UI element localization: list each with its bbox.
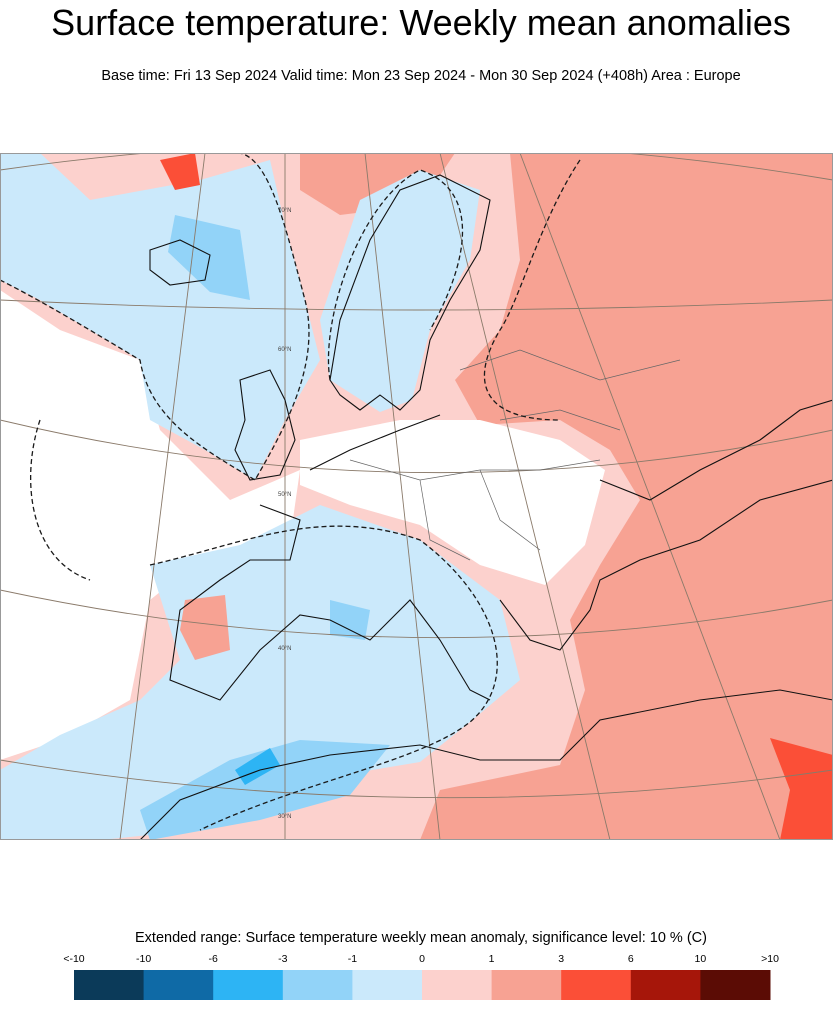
parallel bbox=[0, 299, 833, 311]
title: Surface temperature: Weekly mean anomali… bbox=[51, 2, 791, 43]
coastline bbox=[169, 414, 833, 701]
legend-label: 1 bbox=[489, 953, 495, 965]
neutral-region bbox=[300, 420, 605, 585]
warm-region bbox=[180, 595, 230, 660]
parallel bbox=[0, 419, 833, 474]
subtitle: Base time: Fri 13 Sep 2024 Valid time: M… bbox=[101, 68, 740, 84]
hot-region bbox=[160, 153, 200, 190]
latitude-label: 40°N bbox=[278, 646, 291, 652]
latitude-label: 50°N bbox=[278, 492, 291, 498]
legend-label: -6 bbox=[209, 953, 218, 965]
legend-label: >10 bbox=[761, 953, 779, 965]
warm-region bbox=[420, 153, 833, 840]
meridian bbox=[364, 153, 441, 840]
legend-caption: Extended range: Surface temperature week… bbox=[135, 930, 707, 946]
significance-contour bbox=[327, 169, 463, 381]
legend-label: 3 bbox=[558, 953, 564, 965]
legend-swatch bbox=[352, 970, 423, 1000]
parallel bbox=[0, 759, 833, 799]
coastline bbox=[329, 174, 491, 411]
latitude-label: 70°N bbox=[278, 208, 291, 214]
strong-cool-region bbox=[235, 748, 280, 785]
legend-label: -1 bbox=[348, 953, 357, 965]
legend-swatch bbox=[561, 970, 632, 1000]
border bbox=[349, 349, 681, 561]
significance-contour bbox=[483, 159, 581, 421]
legend-swatch bbox=[422, 970, 493, 1000]
meridian bbox=[439, 153, 611, 840]
legend-swatch bbox=[491, 970, 562, 1000]
moderate-cool-region bbox=[330, 600, 370, 640]
coastline bbox=[599, 399, 833, 501]
coastline bbox=[234, 369, 296, 481]
hot-region bbox=[770, 738, 833, 840]
legend-swatch bbox=[282, 970, 353, 1000]
legend-swatch bbox=[74, 970, 145, 1000]
meridian bbox=[519, 153, 781, 840]
significance-contour bbox=[30, 419, 91, 581]
significance-contour bbox=[0, 153, 310, 481]
latitude-label: 30°N bbox=[278, 814, 291, 820]
coastline bbox=[149, 239, 211, 286]
legend-label: -3 bbox=[278, 953, 287, 965]
meridian bbox=[119, 153, 206, 840]
moderate-cool-region bbox=[140, 740, 390, 840]
neutral-region bbox=[0, 290, 300, 760]
legend-swatch bbox=[630, 970, 701, 1000]
latitude-labels: 70°N 60°N 50°N 40°N 30°N bbox=[278, 208, 291, 820]
legend-swatch bbox=[143, 970, 214, 1000]
legend-swatch bbox=[700, 970, 771, 1000]
parallel bbox=[0, 153, 833, 181]
coastline bbox=[139, 689, 833, 840]
legend-label: -10 bbox=[136, 953, 151, 965]
legend-swatch bbox=[213, 970, 284, 1000]
legend-label: 0 bbox=[419, 953, 425, 965]
legend-label: 6 bbox=[628, 953, 634, 965]
colorbar: <-10 -10 -6 -3 -1 0 1 3 6 10 >10 bbox=[63, 953, 779, 1000]
map: 70°N 60°N 50°N 40°N 30°N bbox=[0, 153, 833, 840]
legend-label: 10 bbox=[695, 953, 707, 965]
legend-label: <-10 bbox=[63, 953, 84, 965]
cool-region bbox=[320, 170, 480, 412]
latitude-label: 60°N bbox=[278, 347, 291, 353]
